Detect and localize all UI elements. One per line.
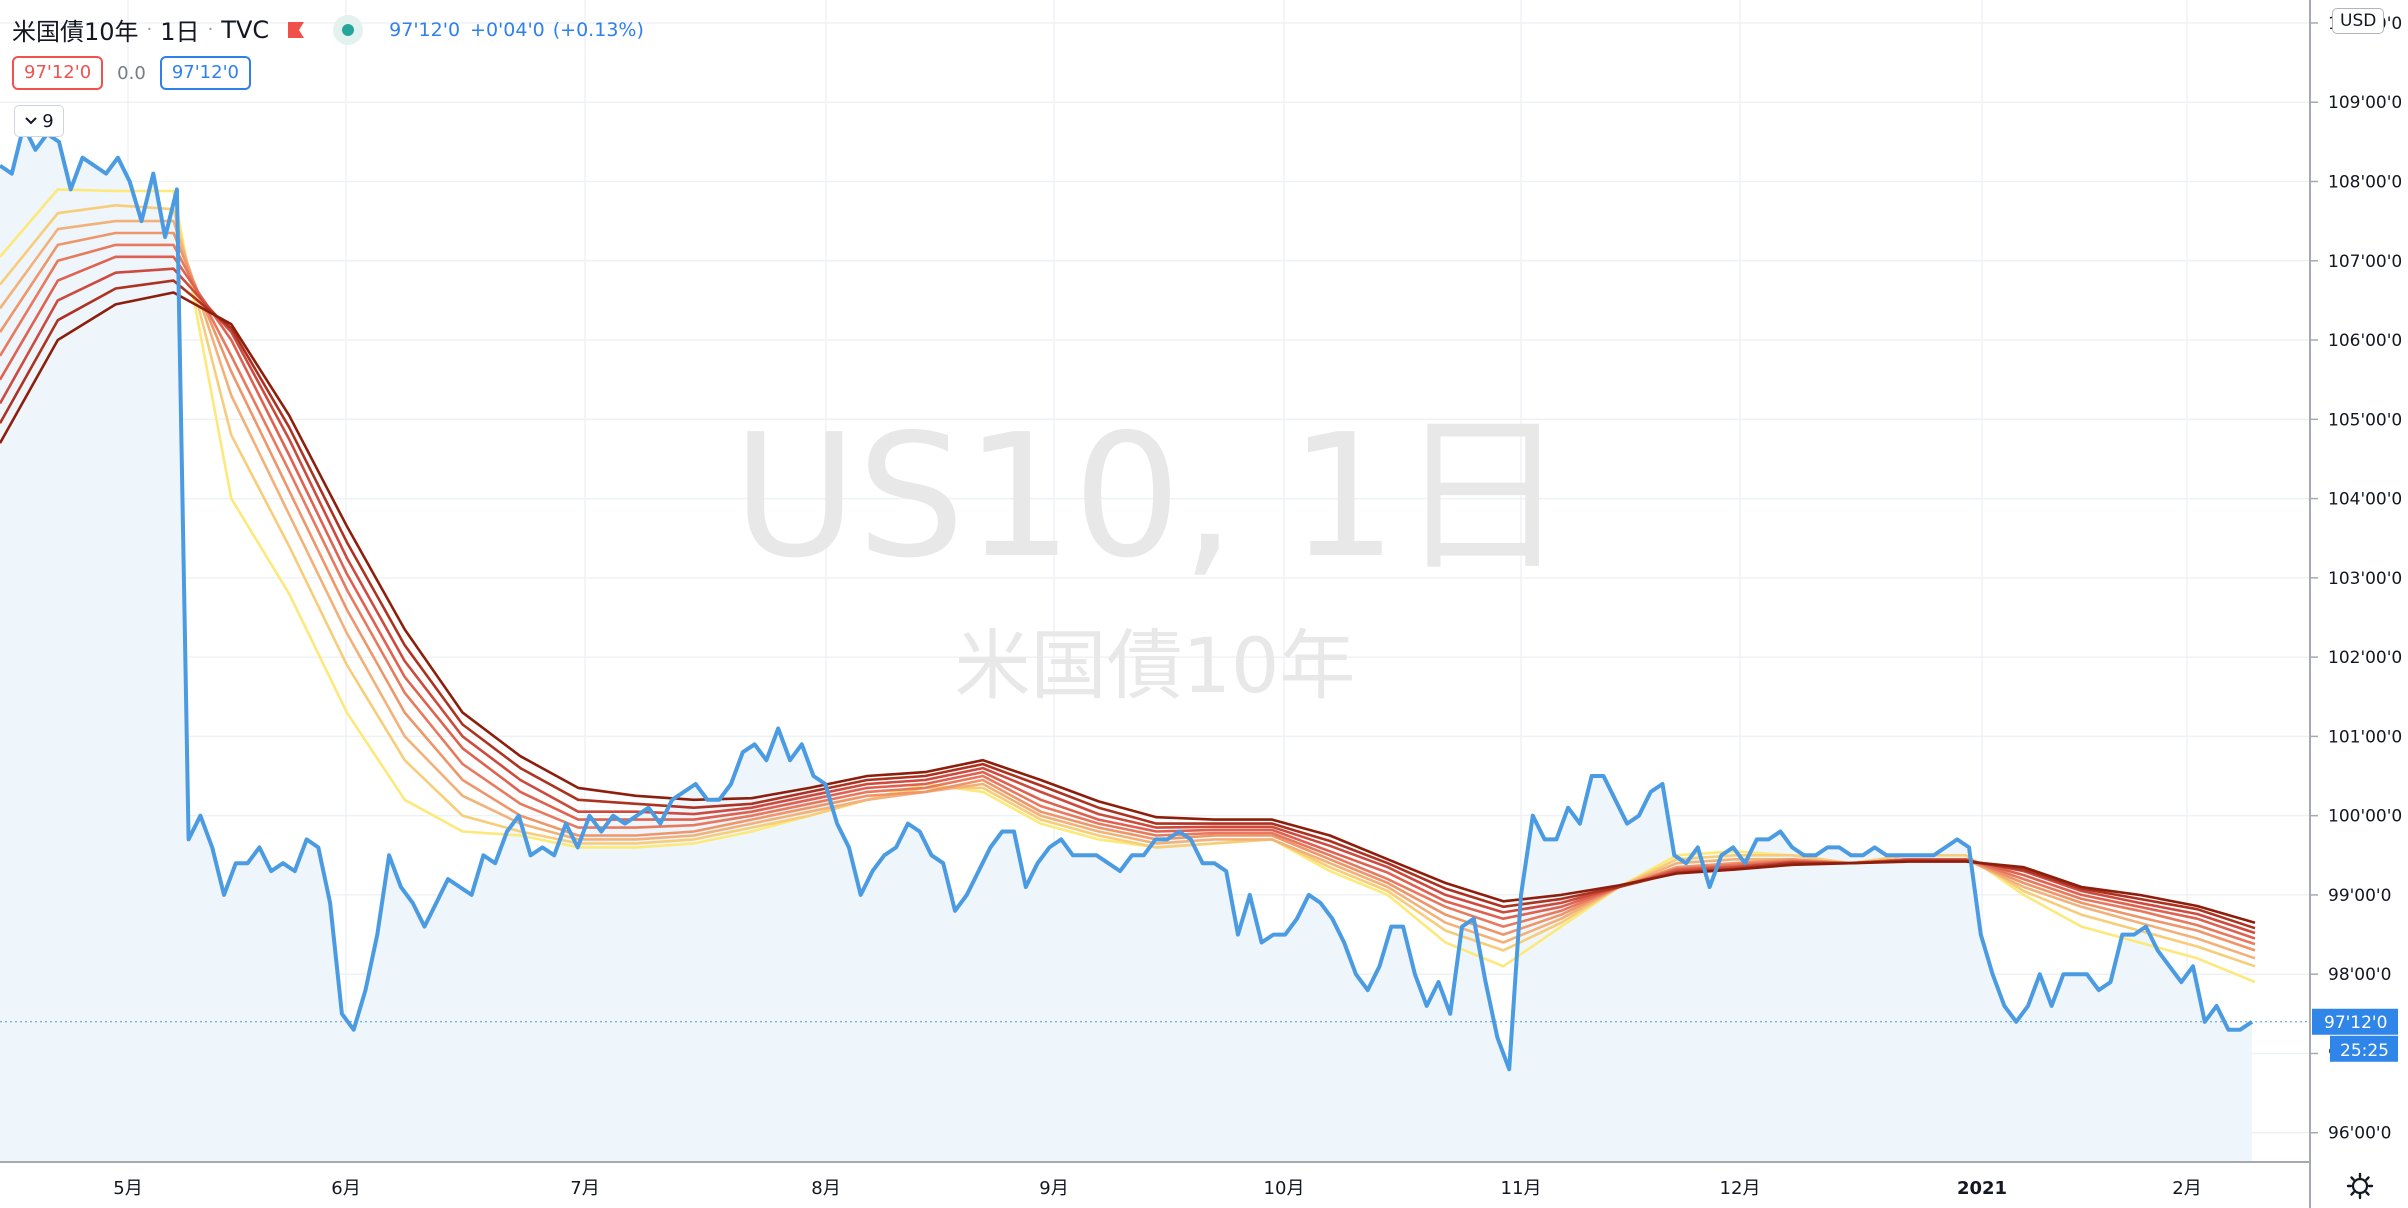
symbol-header: 米国債10年 · 1日 · TVC 97'12'0 +0'04'0 (+0.13… xyxy=(12,12,644,47)
watermark-name: 米国債10年 xyxy=(955,621,1356,710)
x-tick-label: 6月 xyxy=(331,1178,360,1199)
sell-price-button[interactable]: 97'12'0 xyxy=(12,56,104,90)
watermark-symbol: US10, 1日 xyxy=(733,398,1568,596)
separator-dot: · xyxy=(146,19,153,40)
separator-dot: · xyxy=(207,19,214,40)
x-tick-label: 7月 xyxy=(570,1178,599,1199)
ma-ribbon-line-2 xyxy=(0,204,2256,968)
x-tick-label: 2月 xyxy=(2172,1178,2201,1199)
y-tick-label: 107'00'0 xyxy=(2328,252,2402,272)
y-tick-label: 104'00'0 xyxy=(2328,490,2402,510)
x-tick-label: 2021 xyxy=(1957,1178,2007,1199)
current-price-label: 97'12'0 xyxy=(2324,1013,2387,1033)
y-tick-label: 98'00'0 xyxy=(2328,965,2391,985)
y-tick-label: 102'00'0 xyxy=(2328,648,2402,668)
x-tick-label: 12月 xyxy=(1720,1178,1761,1199)
chevron-down-icon xyxy=(25,117,37,125)
y-tick-label: 96'00'0 xyxy=(2328,1124,2391,1144)
price-area-fill xyxy=(0,126,2252,1162)
x-tick-label: 8月 xyxy=(811,1178,840,1199)
countdown-label: 25:25 xyxy=(2340,1041,2389,1061)
x-tick-label: 10月 xyxy=(1264,1178,1305,1199)
y-tick-label: 105'00'0 xyxy=(2328,410,2402,430)
y-tick-label: 101'00'0 xyxy=(2328,727,2402,747)
bid-ask-row: 97'12'0 0.0 97'12'0 xyxy=(12,56,251,90)
y-tick-label: 106'00'0 xyxy=(2328,331,2402,351)
price-change: +0'04'0 xyxy=(470,18,545,41)
ma-ribbon-line-8 xyxy=(0,279,2256,930)
indicator-count: 9 xyxy=(42,110,54,132)
y-tick-label: 108'00'0 xyxy=(2328,173,2402,193)
interval-label[interactable]: 1日 xyxy=(160,18,200,46)
flag-icon xyxy=(288,21,305,38)
symbol-name[interactable]: 米国債10年 xyxy=(12,18,139,46)
current-price-tag xyxy=(2312,1008,2398,1035)
currency-button[interactable]: USD xyxy=(2332,8,2385,34)
market-status-icon[interactable] xyxy=(333,14,364,45)
x-tick-label: 11月 xyxy=(1501,1178,1542,1199)
y-tick-label: 103'00'0 xyxy=(2328,569,2402,589)
last-price: 97'12'0 xyxy=(389,18,461,41)
price-change-percent: (+0.13%) xyxy=(552,18,644,41)
spread-value: 0.0 xyxy=(117,62,146,84)
y-tick-label: 100'00'0 xyxy=(2328,807,2402,827)
y-tick-label: 99'00'0 xyxy=(2328,886,2391,906)
indicator-toggle-button[interactable]: 9 xyxy=(14,105,64,137)
x-tick-label: 5月 xyxy=(113,1178,142,1199)
ma-ribbon-line-9 xyxy=(0,291,2256,924)
y-tick-label: 109'00'0 xyxy=(2328,93,2402,113)
countdown-tag xyxy=(2330,1035,2398,1062)
x-tick-label: 9月 xyxy=(1039,1178,1068,1199)
buy-price-button[interactable]: 97'12'0 xyxy=(159,56,251,90)
gear-icon[interactable] xyxy=(2346,1172,2374,1200)
exchange-label: TVC xyxy=(221,15,270,44)
price-line[interactable] xyxy=(0,124,2254,1072)
